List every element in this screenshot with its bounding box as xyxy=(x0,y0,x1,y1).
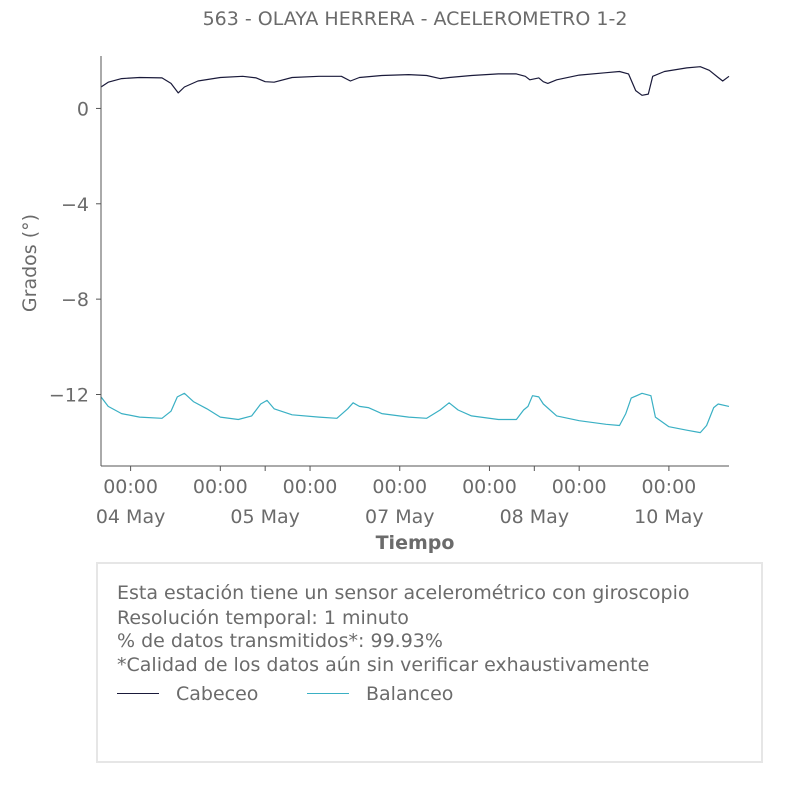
x-tick-time-label: 00:00 xyxy=(103,476,158,498)
x-tick-date-label: 10 May xyxy=(634,506,704,528)
y-axis-label: Grados (°) xyxy=(19,214,41,312)
info-line-sensor: Esta estación tiene un sensor aceleromét… xyxy=(117,582,690,604)
info-line-resolution: Resolución temporal: 1 minuto xyxy=(117,607,409,629)
x-tick-time-label: 00:00 xyxy=(193,476,248,498)
chart-title: 563 - OLAYA HERRERA - ACELEROMETRO 1-2 xyxy=(203,8,628,30)
x-tick-time-label: 00:00 xyxy=(642,476,697,498)
legend-swatch-balanceo xyxy=(307,693,349,694)
chart: 563 - OLAYA HERRERA - ACELEROMETRO 1-2 0… xyxy=(19,8,730,554)
legend-swatch-cabeceo xyxy=(117,693,159,694)
x-axis-label: Tiempo xyxy=(376,532,455,554)
x-tick-time-label: 00:00 xyxy=(372,476,427,498)
info-line-transmitted: % de datos transmitidos*: 99.93% xyxy=(117,630,443,652)
x-tick-date-label: 05 May xyxy=(230,506,300,528)
legend-label-balanceo: Balanceo xyxy=(366,682,454,705)
series-line-balanceo xyxy=(100,392,730,434)
y-tick-label: −12 xyxy=(49,384,89,406)
x-axis: 00:00 00:00 00:00 00:00 00:00 00:00 00:00 04 Ma… xyxy=(96,465,729,528)
x-tick-time-label: 00:00 xyxy=(552,476,607,498)
x-tick-time-label: 00:00 xyxy=(283,476,338,498)
x-tick-date-label: 04 May xyxy=(96,506,166,528)
series-line-cabeceo xyxy=(100,66,730,96)
y-tick-label: 0 xyxy=(77,98,89,120)
y-axis: 0 −4 −8 −12 xyxy=(49,56,102,466)
info-box: Esta estación tiene un sensor aceleromét… xyxy=(96,562,763,763)
legend-label-cabeceo: Cabeceo xyxy=(176,682,259,705)
info-line-quality: *Calidad de los datos aún sin verificar … xyxy=(117,654,650,676)
x-tick-date-label: 08 May xyxy=(500,506,570,528)
x-tick-date-label: 07 May xyxy=(365,506,435,528)
legend-item-cabeceo: Cabeceo xyxy=(117,682,258,705)
y-tick-label: −4 xyxy=(61,194,89,216)
x-tick-time-label: 00:00 xyxy=(462,476,517,498)
legend-item-balanceo: Balanceo xyxy=(307,682,453,705)
y-tick-label: −8 xyxy=(61,289,89,311)
plot-area xyxy=(100,66,730,434)
